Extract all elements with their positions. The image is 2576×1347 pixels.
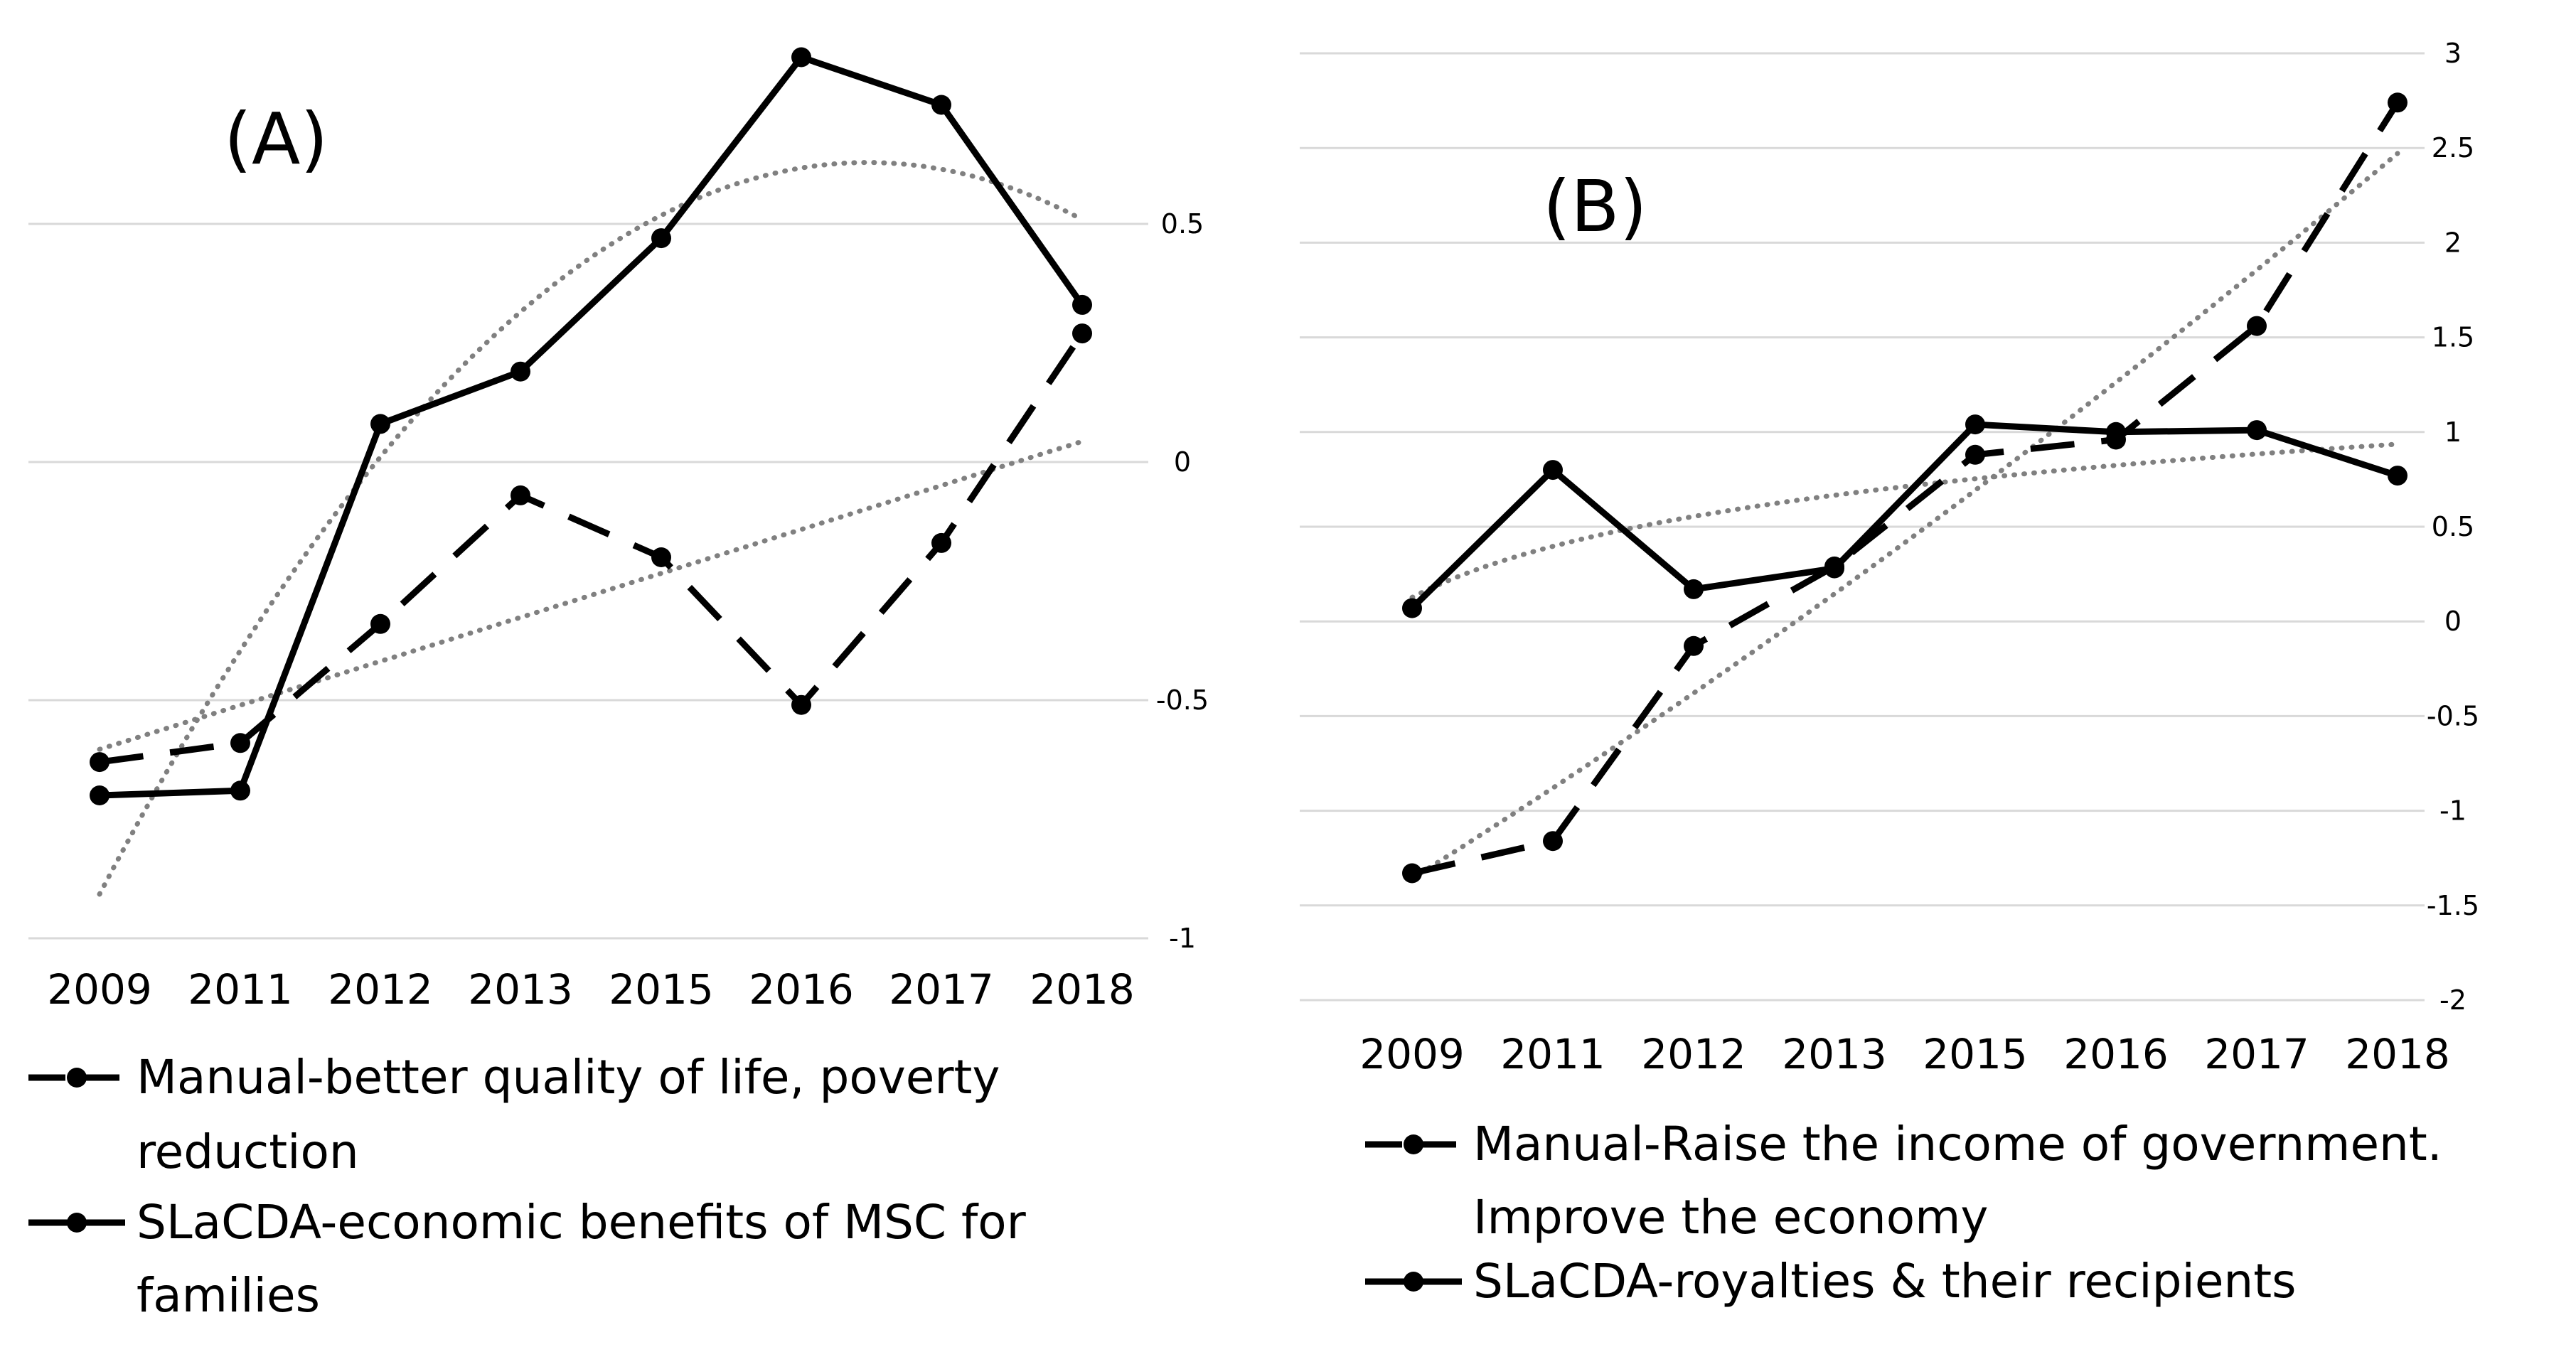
series-line [1409, 421, 2399, 611]
y-tick-label: -0.5 [1156, 685, 1209, 716]
y-tick-label: 2.5 [2432, 132, 2474, 163]
y-tick-label: 0.5 [1161, 208, 1204, 240]
data-point [1965, 444, 1985, 465]
panel-label: (B) [1543, 165, 1647, 248]
x-tick-label: 2018 [1030, 965, 1135, 1014]
y-tick-label: 0 [1174, 446, 1191, 478]
data-point [1965, 414, 1985, 435]
x-tick-label: 2012 [328, 965, 433, 1014]
legend-label: SLaCDA-royalties & their recipients [1473, 1254, 2297, 1309]
data-point [370, 414, 390, 434]
x-tick-label: 2012 [1641, 1030, 1746, 1078]
x-tick-label: 2015 [609, 965, 714, 1014]
series-line [99, 54, 1085, 799]
trendline [1409, 441, 2400, 600]
data-point [1402, 863, 1422, 884]
legend-label: Manual-better quality of life, poverty [137, 1050, 1000, 1105]
x-tick-label: 2009 [1359, 1030, 1465, 1078]
x-tick-label: 2016 [2063, 1030, 2169, 1078]
data-point [1402, 598, 1422, 618]
y-tick-label: -1 [1169, 923, 1196, 954]
data-point [1072, 294, 1092, 315]
y-tick-label: -2 [2439, 984, 2467, 1016]
legend-marker [67, 1213, 87, 1233]
data-point [1684, 635, 1704, 656]
trendline [1409, 151, 2400, 881]
legend-marker [67, 1068, 87, 1088]
legend-label: SLaCDA-economic benefits of MSC for [137, 1195, 1027, 1250]
data-point [230, 733, 250, 753]
y-tick-label: 2 [2444, 227, 2462, 258]
data-point [1684, 579, 1704, 599]
x-tick-label: 2013 [1782, 1030, 1887, 1078]
panel-label: (A) [224, 97, 328, 181]
data-point [1072, 323, 1092, 344]
data-point [90, 752, 109, 773]
y-tick-label: -1.5 [2427, 890, 2479, 921]
data-point [1543, 831, 1563, 852]
data-point [2388, 466, 2407, 486]
legend-marker [1404, 1272, 1423, 1292]
y-tick-label: -0.5 [2427, 700, 2479, 731]
x-tick-label: 2017 [889, 965, 994, 1014]
data-point [651, 547, 671, 567]
y-tick-label: 0.5 [2432, 511, 2474, 542]
x-tick-label: 2011 [188, 965, 293, 1014]
data-point [931, 532, 951, 553]
legend-label: Improve the economy [1473, 1190, 1989, 1245]
x-tick-label: 2017 [2204, 1030, 2309, 1078]
x-tick-label: 2015 [1923, 1030, 2028, 1078]
y-tick-label: 1.5 [2432, 322, 2474, 353]
x-tick-label: 2016 [749, 965, 854, 1014]
x-tick-label: 2011 [1500, 1030, 1605, 1078]
data-point [791, 694, 811, 715]
data-point [2388, 92, 2407, 113]
legend-label: families [137, 1268, 320, 1323]
data-point [2247, 420, 2267, 441]
y-tick-label: 1 [2444, 417, 2462, 448]
data-point [651, 228, 671, 249]
data-point [90, 785, 109, 805]
chart-panel-b: 3 2.5 2 1.5 1 0.5 0 -0.5 -1 -1.5 -2 2009 2011 2012 201… [1300, 38, 2479, 1309]
data-point [2106, 422, 2126, 442]
data-point [931, 95, 951, 115]
series-line [1411, 100, 2400, 876]
x-tick-label: 2009 [47, 965, 152, 1014]
data-point [230, 780, 250, 801]
legend-marker [1404, 1134, 1423, 1154]
data-point [1824, 558, 1844, 579]
x-tick-label: 2013 [468, 965, 573, 1014]
data-point [2247, 316, 2267, 336]
data-point [511, 485, 530, 505]
legend-label: Manual-Raise the income of government. [1473, 1117, 2442, 1171]
chart-panel-a: 0.5 0 -0.5 -1 2009 2011 2012 2013 2015 2016 2017 20… [28, 47, 1209, 1323]
y-tick-label: 0 [2444, 606, 2462, 637]
y-tick-label: 3 [2444, 38, 2462, 69]
x-tick-label: 2018 [2345, 1030, 2450, 1078]
trendline [97, 439, 1085, 752]
legend-label: reduction [137, 1125, 359, 1179]
data-point [511, 361, 530, 382]
data-point [1543, 460, 1563, 481]
data-point [791, 47, 811, 68]
data-point [370, 613, 390, 634]
y-tick-label: -1 [2439, 795, 2467, 827]
